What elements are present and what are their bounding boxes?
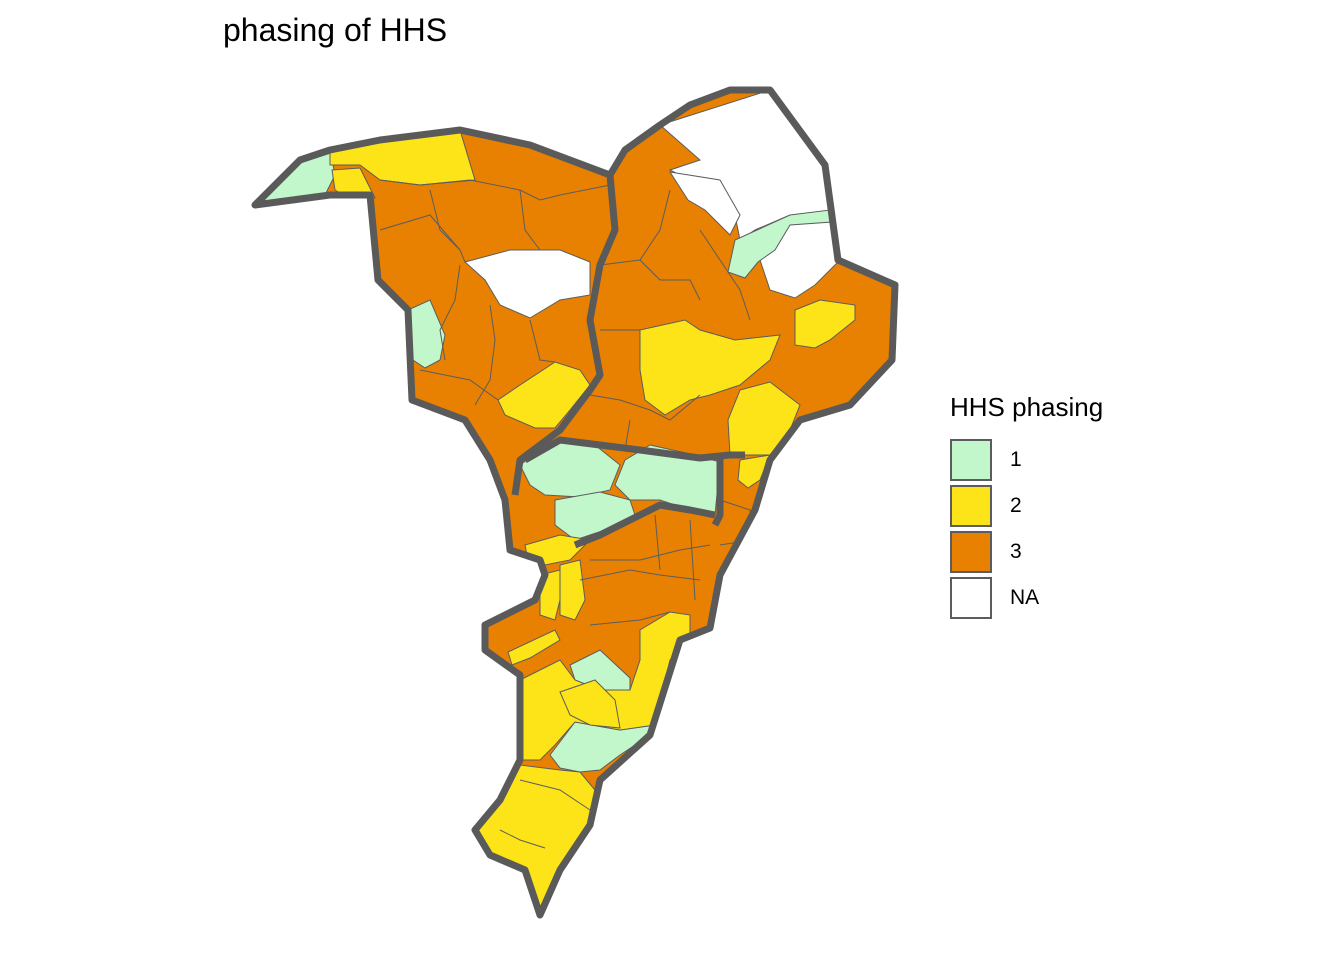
page-title: phasing of HHS xyxy=(223,12,448,48)
region-boundary-south xyxy=(573,501,716,549)
legend-swatch-na xyxy=(950,577,992,619)
legend-item-2: 2 xyxy=(950,483,1103,529)
district-line xyxy=(689,519,696,601)
country-outline xyxy=(251,86,899,919)
district-line xyxy=(654,514,661,571)
region-boundary-east xyxy=(711,455,724,527)
region-boundary-north xyxy=(511,174,619,496)
legend-label-na: NA xyxy=(1010,586,1040,609)
district-line xyxy=(639,259,701,301)
district-phase-2-south-c xyxy=(507,629,561,666)
district-phase-2-center xyxy=(639,319,781,416)
district-line xyxy=(474,304,496,406)
district-line xyxy=(439,264,461,361)
district-line xyxy=(589,394,701,421)
legend-item-3: 3 xyxy=(950,529,1103,575)
legend-label-3: 3 xyxy=(1010,540,1022,563)
legend-swatch-2 xyxy=(950,485,992,527)
district-line xyxy=(579,569,701,581)
district-na-small xyxy=(668,171,741,236)
district-phase-2-south-b xyxy=(559,559,586,621)
district-line xyxy=(499,829,546,849)
legend: HHS phasing 1 2 3 NA xyxy=(950,392,1103,621)
legend-title: HHS phasing xyxy=(950,392,1104,422)
region-boundaries xyxy=(511,174,745,549)
district-line xyxy=(419,369,499,401)
district-line xyxy=(589,611,671,626)
district-line xyxy=(699,229,751,321)
district-phase-2-east-strip xyxy=(737,454,771,489)
district-na-central xyxy=(463,249,591,319)
district-phase-1-northeast xyxy=(727,209,833,279)
legend-label-2: 2 xyxy=(1010,494,1022,517)
district-phase-2-center-west xyxy=(497,361,591,429)
district-phase-2-east xyxy=(794,299,856,349)
district-line xyxy=(519,779,591,811)
district-line xyxy=(529,319,556,363)
district-line xyxy=(429,189,466,263)
district-line xyxy=(590,544,711,561)
district-regions xyxy=(255,90,895,915)
legend-item-na: NA xyxy=(950,575,1103,621)
legend-item-1: 1 xyxy=(950,437,1103,483)
district-lines xyxy=(379,179,753,849)
region-boundary-center xyxy=(523,436,745,464)
district-line xyxy=(379,214,461,251)
district-line xyxy=(599,189,671,266)
legend-swatch-1 xyxy=(950,439,992,481)
legend-swatch-3 xyxy=(950,531,992,573)
district-line xyxy=(519,189,541,251)
district-phase-2-south-e xyxy=(559,679,621,729)
legend-label-1: 1 xyxy=(1010,448,1022,471)
